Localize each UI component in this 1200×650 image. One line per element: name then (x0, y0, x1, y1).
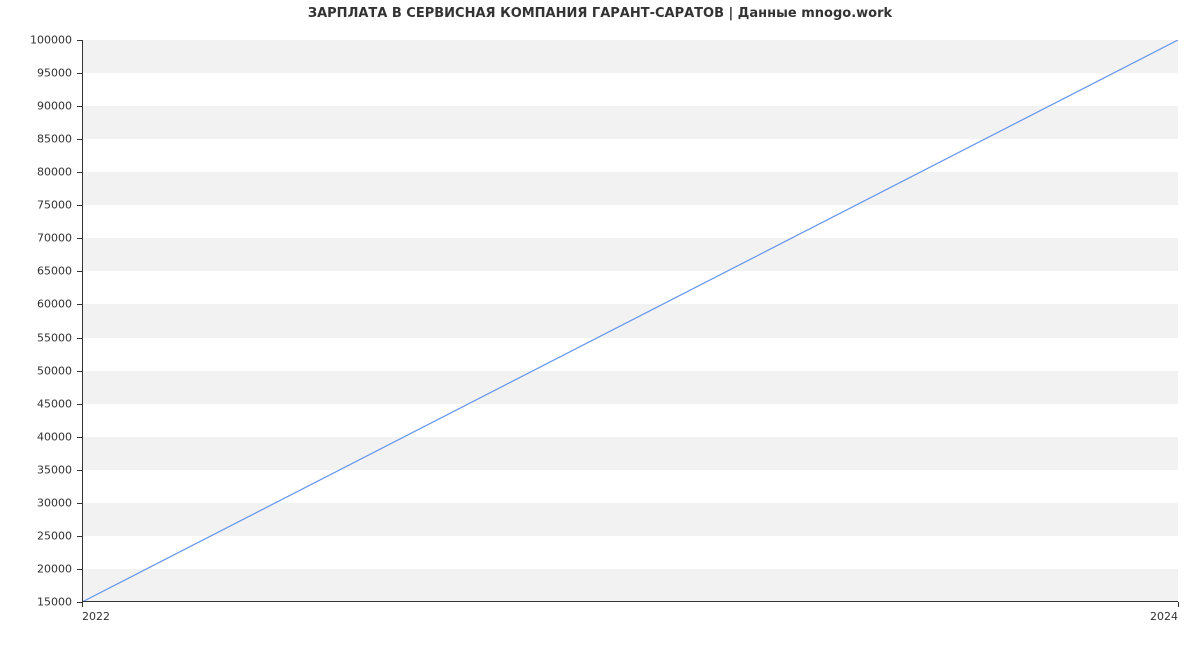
line-layer (82, 40, 1178, 602)
y-tick-label: 90000 (0, 100, 72, 113)
x-tick-label: 2024 (1150, 610, 1178, 623)
y-tick-label: 30000 (0, 496, 72, 509)
y-tick-label: 35000 (0, 463, 72, 476)
y-tick (77, 271, 82, 272)
y-tick (77, 73, 82, 74)
y-tick (77, 503, 82, 504)
y-tick-label: 65000 (0, 265, 72, 278)
y-tick-label: 25000 (0, 529, 72, 542)
y-tick-label: 70000 (0, 232, 72, 245)
y-tick (77, 238, 82, 239)
y-tick (77, 304, 82, 305)
y-tick (77, 139, 82, 140)
y-tick-label: 50000 (0, 364, 72, 377)
x-axis-line (82, 601, 1178, 602)
y-tick-label: 60000 (0, 298, 72, 311)
chart-title: ЗАРПЛАТА В СЕРВИСНАЯ КОМПАНИЯ ГАРАНТ-САР… (0, 6, 1200, 21)
y-tick-label: 100000 (0, 34, 72, 47)
y-tick (77, 40, 82, 41)
y-tick (77, 205, 82, 206)
y-tick-label: 15000 (0, 596, 72, 609)
x-tick (1178, 602, 1179, 607)
y-tick (77, 338, 82, 339)
y-tick-label: 95000 (0, 67, 72, 80)
y-tick (77, 404, 82, 405)
y-tick (77, 437, 82, 438)
y-tick-label: 45000 (0, 397, 72, 410)
x-tick-label: 2022 (82, 610, 110, 623)
plot-area (82, 40, 1178, 602)
x-tick (82, 602, 83, 607)
y-tick-label: 75000 (0, 199, 72, 212)
y-tick (77, 172, 82, 173)
y-tick-label: 55000 (0, 331, 72, 344)
y-tick (77, 536, 82, 537)
y-axis-line (82, 40, 83, 602)
y-tick-label: 85000 (0, 133, 72, 146)
y-tick-label: 20000 (0, 562, 72, 575)
y-tick-label: 40000 (0, 430, 72, 443)
y-tick-label: 80000 (0, 166, 72, 179)
y-tick (77, 569, 82, 570)
y-tick (77, 470, 82, 471)
y-tick (77, 371, 82, 372)
series-line (82, 40, 1178, 602)
y-tick (77, 106, 82, 107)
chart-container: ЗАРПЛАТА В СЕРВИСНАЯ КОМПАНИЯ ГАРАНТ-САР… (0, 0, 1200, 650)
